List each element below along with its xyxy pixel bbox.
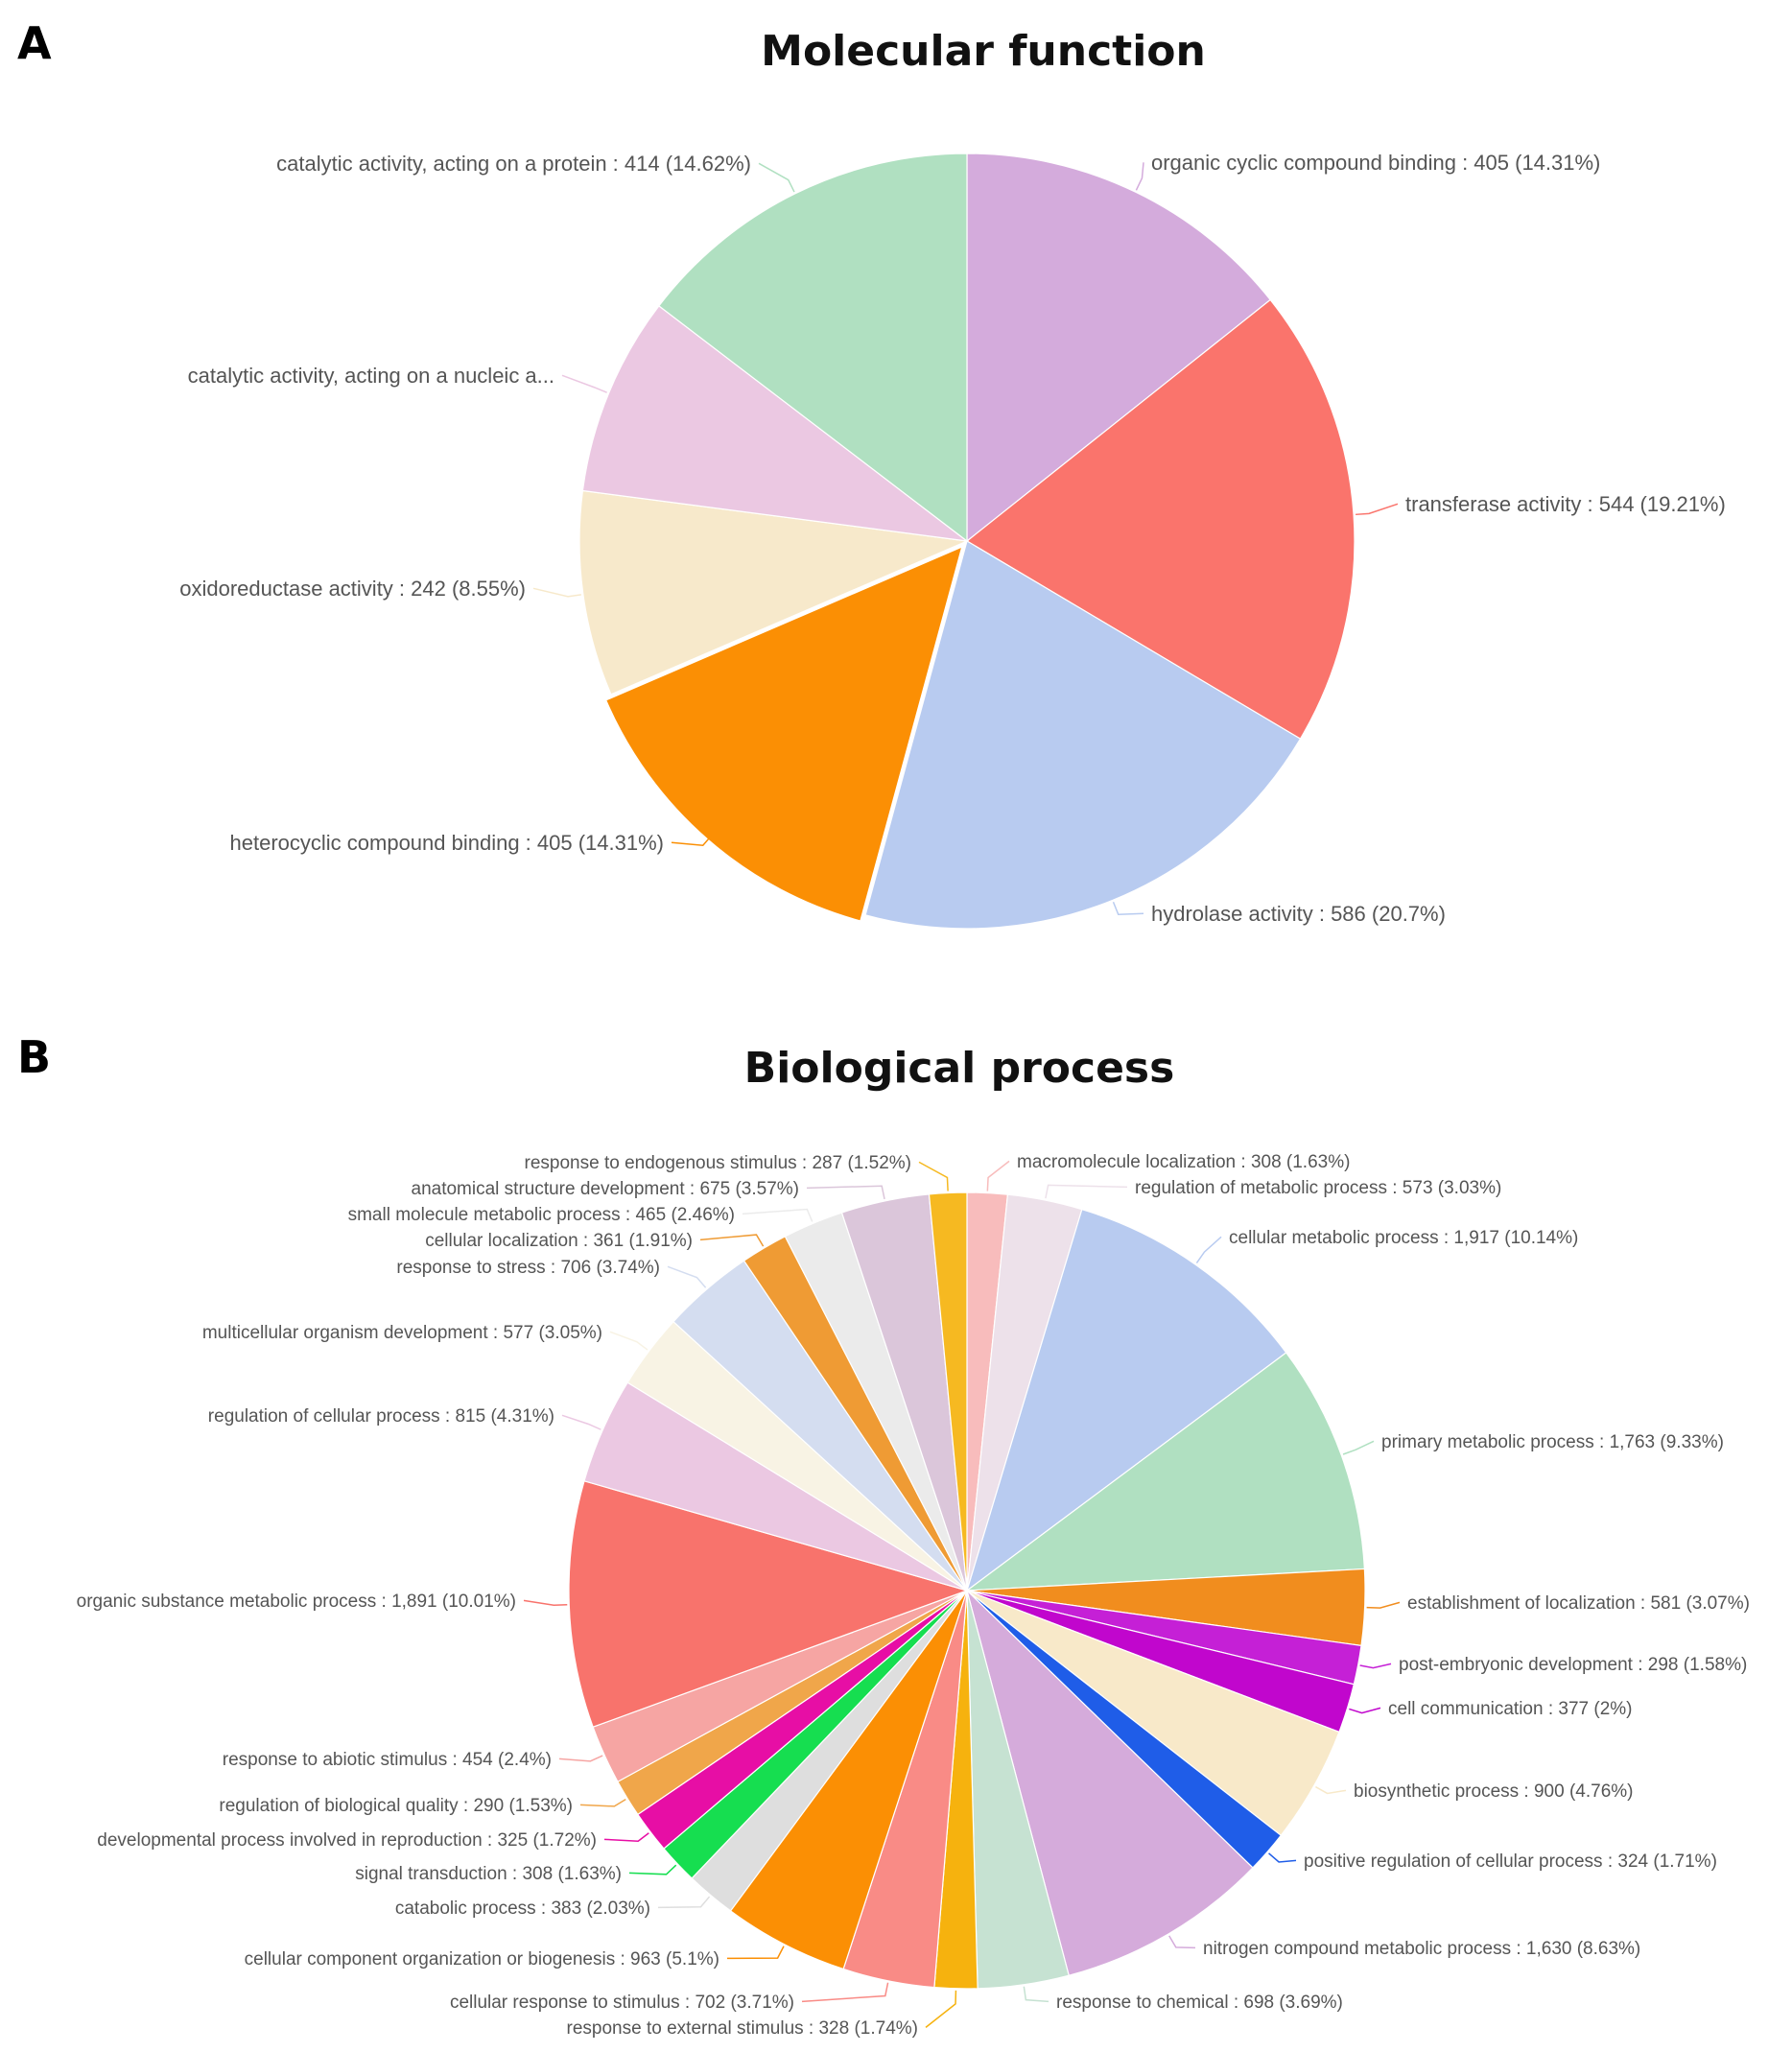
leader-line-organic-substance-metabolic-process	[523, 1599, 568, 1607]
slice-transferase-activity[interactable]	[965, 298, 1356, 740]
slice-label-organic-cyclic-compound-binding: organic cyclic compound binding : 405 (1…	[1151, 151, 1600, 175]
slice-label-establishment-of-localization: establishment of localization : 581 (3.0…	[1407, 1593, 1750, 1614]
slice-label-regulation-of-cellular-process: regulation of cellular process : 815 (4.…	[208, 1406, 554, 1427]
leader-line-cell-communication	[1349, 1707, 1381, 1714]
slice-label-regulation-of-metabolic-process: regulation of metabolic process : 573 (3…	[1135, 1178, 1501, 1198]
leader-line-cellular-localization	[699, 1234, 765, 1247]
biological-process-pie: macromolecule localization : 308 (1.63%)…	[77, 1152, 1750, 2039]
slice-response-to-endogenous-stimulus[interactable]	[928, 1191, 968, 1592]
leader-line-positive-regulation-of-cellular-process	[1268, 1852, 1297, 1863]
leader-line-catalytic-activity-acting-on-a-nucleic-a	[561, 374, 607, 393]
slice-organic-substance-metabolic-process[interactable]	[568, 1480, 969, 1729]
panel-b-letter: B	[17, 1031, 52, 1083]
slice-catalytic-activity-acting-on-a-protein[interactable]	[658, 153, 968, 543]
slice-label-primary-metabolic-process: primary metabolic process : 1,763 (9.33%…	[1381, 1432, 1724, 1452]
slice-label-catalytic-activity-acting-on-a-nucleic-a: catalytic activity, acting on a nucleic …	[188, 364, 554, 388]
slice-label-nitrogen-compound-metabolic-process: nitrogen compound metabolic process : 1,…	[1203, 1939, 1640, 1959]
leader-line-response-to-chemical	[1023, 1986, 1049, 2003]
slice-label-cellular-localization: cellular localization : 361 (1.91%)	[425, 1231, 693, 1251]
slice-label-transferase-activity: transferase activity : 544 (19.21%)	[1405, 492, 1726, 516]
slice-label-heterocyclic-compound-binding: heterocyclic compound binding : 405 (14.…	[230, 831, 665, 855]
slice-label-response-to-stress: response to stress : 706 (3.74%)	[396, 1258, 660, 1278]
slice-label-positive-regulation-of-cellular-process: positive regulation of cellular process …	[1304, 1852, 1717, 1872]
slice-label-small-molecule-metabolic-process: small molecule metabolic process : 465 (…	[348, 1205, 735, 1225]
leader-line-biosynthetic-process	[1315, 1785, 1347, 1795]
leader-line-regulation-of-cellular-process	[561, 1414, 601, 1430]
slice-label-cellular-metabolic-process: cellular metabolic process : 1,917 (10.1…	[1229, 1228, 1578, 1248]
leader-line-heterocyclic-compound-binding	[671, 835, 713, 847]
leader-line-anatomical-structure-development	[806, 1185, 885, 1200]
slice-label-response-to-abiotic-stimulus: response to abiotic stimulus : 454 (2.4%…	[223, 1750, 552, 1770]
leader-line-multicellular-organism-development	[609, 1331, 648, 1351]
leader-line-hydrolase-activity	[1112, 901, 1144, 916]
leader-line-organic-cyclic-compound-binding	[1135, 162, 1144, 191]
slice-label-anatomical-structure-development: anatomical structure development : 675 (…	[412, 1179, 800, 1199]
slice-oxidoreductase-activity[interactable]	[578, 489, 970, 696]
slice-label-developmental-process-involved-in-reproduction: developmental process involved in reprod…	[97, 1830, 597, 1851]
slice-hydrolase-activity[interactable]	[864, 540, 1302, 930]
slice-primary-metabolic-process[interactable]	[965, 1352, 1366, 1592]
slice-label-cellular-response-to-stimulus: cellular response to stimulus : 702 (3.7…	[450, 1993, 794, 2013]
leader-line-response-to-stress	[667, 1265, 707, 1288]
panel-a-title: Molecular function	[761, 27, 1206, 76]
slice-label-organic-substance-metabolic-process: organic substance metabolic process : 1,…	[77, 1592, 516, 1612]
leader-line-developmental-process-involved-in-reproduction	[603, 1832, 649, 1843]
leader-line-small-molecule-metabolic-process	[742, 1208, 813, 1222]
slice-label-cell-communication: cell communication : 377 (2%)	[1388, 1699, 1633, 1719]
leader-line-oxidoreductase-activity	[532, 587, 581, 598]
leader-line-response-to-external-stimulus	[925, 1990, 957, 2028]
slice-label-response-to-external-stimulus: response to external stimulus : 328 (1.7…	[567, 2018, 918, 2039]
leader-line-cellular-component-organization-or-biogenesis	[726, 1946, 785, 1960]
leader-line-nitrogen-compound-metabolic-process	[1168, 1935, 1196, 1949]
slice-label-catabolic-process: catabolic process : 383 (2.03%)	[395, 1899, 650, 1919]
slice-label-response-to-chemical: response to chemical : 698 (3.69%)	[1056, 1993, 1343, 2013]
slice-label-regulation-of-biological-quality: regulation of biological quality : 290 (…	[219, 1796, 573, 1816]
leader-line-signal-transduction	[628, 1864, 677, 1875]
slice-label-macromolecule-localization: macromolecule localization : 308 (1.63%)	[1017, 1152, 1350, 1172]
leader-line-transferase-activity	[1356, 503, 1399, 516]
slice-nitrogen-compound-metabolic-process[interactable]	[965, 1589, 1254, 1976]
slice-label-post-embryonic-development: post-embryonic development : 298 (1.58%)	[1399, 1655, 1747, 1675]
molecular-function-pie: organic cyclic compound binding : 405 (1…	[179, 151, 1726, 930]
slice-catalytic-activity-acting-on-a-nucleic-a[interactable]	[581, 305, 970, 542]
slice-label-biosynthetic-process: biosynthetic process : 900 (4.76%)	[1354, 1781, 1634, 1802]
leader-line-catabolic-process	[657, 1896, 711, 1909]
slice-label-response-to-endogenous-stimulus: response to endogenous stimulus : 287 (1…	[525, 1153, 911, 1173]
slice-label-cellular-component-organization-or-biogenesis: cellular component organization or bioge…	[245, 1949, 719, 1969]
slice-label-oxidoreductase-activity: oxidoreductase activity : 242 (8.55%)	[179, 577, 526, 601]
slice-label-multicellular-organism-development: multicellular organism development : 577…	[202, 1323, 602, 1343]
leader-line-cellular-response-to-stimulus	[801, 1982, 889, 2003]
leader-line-regulation-of-metabolic-process	[1045, 1184, 1128, 1199]
leader-line-response-to-abiotic-stimulus	[558, 1755, 603, 1762]
panel-a-letter: A	[17, 17, 52, 69]
slice-label-hydrolase-activity: hydrolase activity : 586 (20.7%)	[1151, 902, 1446, 926]
slice-cellular-metabolic-process[interactable]	[965, 1208, 1287, 1592]
leader-line-establishment-of-localization	[1366, 1601, 1401, 1609]
leader-line-post-embryonic-development	[1359, 1663, 1392, 1669]
panel-b-title: Biological process	[743, 1044, 1175, 1093]
leader-line-regulation-of-biological-quality	[579, 1798, 626, 1807]
slice-label-catalytic-activity-acting-on-a-protein: catalytic activity, acting on a protein …	[276, 152, 751, 176]
leader-line-catalytic-activity-acting-on-a-protein	[758, 162, 795, 193]
slice-label-signal-transduction: signal transduction : 308 (1.63%)	[355, 1864, 622, 1884]
leader-line-primary-metabolic-process	[1342, 1440, 1375, 1455]
leader-line-macromolecule-localization	[986, 1160, 1010, 1191]
leader-line-response-to-endogenous-stimulus	[918, 1161, 949, 1191]
slice-organic-cyclic-compound-binding[interactable]	[966, 153, 1272, 543]
leader-line-cellular-metabolic-process	[1195, 1236, 1222, 1264]
